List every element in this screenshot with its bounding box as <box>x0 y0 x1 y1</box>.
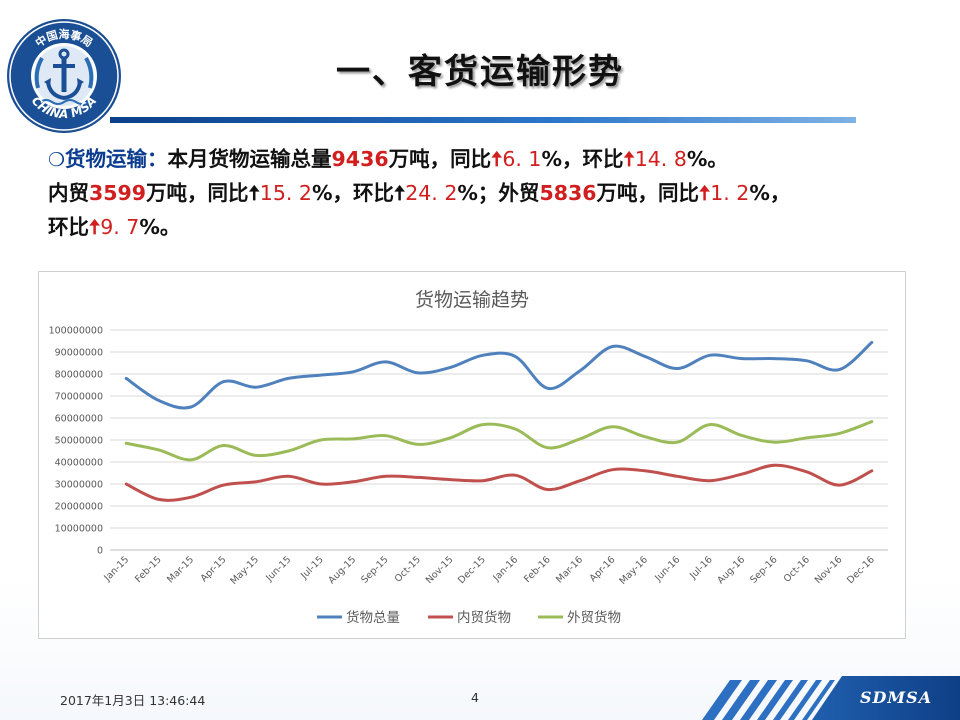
x-tick-label: Jul-16 <box>687 554 715 582</box>
footer-date: 2017年1月3日 13:46:44 <box>60 693 206 708</box>
summary-text: %，环比 <box>541 147 624 171</box>
svg-text:中国海事局: 中国海事局 <box>33 27 95 50</box>
x-tick-label: Jun-16 <box>652 554 682 584</box>
summary-text: %， <box>749 181 791 205</box>
total-yoy-value: 6. 1 <box>502 147 542 171</box>
y-tick-label: 0 <box>97 546 103 557</box>
y-tick-label: 20000000 <box>55 502 103 513</box>
x-tick-label: Aug-16 <box>715 554 747 586</box>
x-tick-label: Nov-15 <box>424 554 456 586</box>
up-arrow-icon: 🠅 <box>394 181 406 205</box>
x-tick-label: May-16 <box>617 554 650 587</box>
china-msa-logo: 中国海事局 CHINA MSA <box>7 19 121 133</box>
bullet-icon: ❍ <box>48 149 66 171</box>
summary-text: 万吨，同比 <box>146 181 249 205</box>
x-tick-label: Dec-15 <box>456 554 488 586</box>
y-tick-label: 90000000 <box>55 348 103 359</box>
y-tick-label: 80000000 <box>55 370 103 381</box>
x-tick-label: Mar-16 <box>554 554 585 585</box>
x-tick-label: Apr-16 <box>588 554 618 584</box>
series-line-1 <box>124 340 874 410</box>
up-arrow-icon: 🠅 <box>491 147 503 171</box>
y-tick-label: 50000000 <box>55 436 103 447</box>
summary-text: 本月货物运输总量 <box>167 147 332 171</box>
x-tick-label: Oct-16 <box>782 554 812 584</box>
x-tick-label: Jun-15 <box>263 554 293 584</box>
foreign-mom-value: 9. 7 <box>100 215 140 239</box>
up-arrow-icon: 🠅 <box>248 181 260 205</box>
up-arrow-icon: 🠅 <box>623 147 635 171</box>
footer-brand: SDMSA <box>860 688 933 707</box>
summary-text: 环比 <box>48 215 89 239</box>
x-tick-label: Feb-16 <box>522 554 553 585</box>
logo-top-text: 中国海事局 <box>33 27 95 50</box>
summary-paragraph: ❍货物运输：本月货物运输总量9436万吨，同比🠅6. 1%，环比🠅14. 8%。… <box>48 142 943 244</box>
x-tick-label: Jan-16 <box>491 554 521 584</box>
y-tick-label: 30000000 <box>55 480 103 491</box>
series-line-3 <box>124 420 874 462</box>
foreign-volume-value: 5836 <box>539 181 597 205</box>
summary-heading: 货物运输： <box>65 147 168 171</box>
foreign-yoy-value: 1. 2 <box>710 181 750 205</box>
legend-label: 货物总量 <box>346 609 400 626</box>
total-volume-value: 9436 <box>331 147 389 171</box>
footer-band <box>702 676 960 720</box>
y-tick-label: 70000000 <box>55 392 103 403</box>
summary-text: 万吨，同比 <box>596 181 700 205</box>
y-tick-label: 40000000 <box>55 458 103 469</box>
x-tick-label: Aug-15 <box>326 554 358 586</box>
x-tick-label: Jul-15 <box>298 554 326 582</box>
x-tick-label: Sep-15 <box>359 554 390 585</box>
x-tick-label: Nov-16 <box>813 554 845 586</box>
x-tick-label: Oct-15 <box>393 554 423 584</box>
legend-label: 外贸货物 <box>567 609 621 626</box>
up-arrow-icon: 🠅 <box>89 215 101 239</box>
total-mom-value: 14. 8 <box>634 147 687 171</box>
summary-line-3: 环比🠅9. 7%。 <box>48 210 943 244</box>
x-tick-label: Mar-15 <box>165 554 196 585</box>
summary-text: %；外贸 <box>457 181 540 205</box>
domestic-yoy-value: 15. 2 <box>259 181 312 205</box>
x-tick-label: Feb-15 <box>133 554 164 585</box>
x-tick-label: Apr-15 <box>199 554 229 584</box>
slide-title: 一、客货运输形势 <box>336 52 624 92</box>
y-tick-label: 10000000 <box>55 524 103 535</box>
y-tick-label: 60000000 <box>55 414 103 425</box>
domestic-mom-value: 24. 2 <box>405 181 458 205</box>
x-tick-label: Dec-16 <box>845 554 877 586</box>
summary-line-1: ❍货物运输：本月货物运输总量9436万吨，同比🠅6. 1%，环比🠅14. 8%。 <box>48 142 943 176</box>
summary-text: 万吨，同比 <box>388 147 492 171</box>
summary-text: 内贸 <box>48 181 89 205</box>
summary-text: %。 <box>139 215 181 239</box>
x-tick-label: Sep-16 <box>748 554 779 585</box>
chart-container: 货物运输趋势 0 10000000 20000000 30000000 40000000… <box>38 271 906 639</box>
title-underline <box>110 117 856 123</box>
summary-text: %，环比 <box>311 181 394 205</box>
summary-text: %。 <box>686 147 728 171</box>
page-number: 4 <box>471 690 479 705</box>
domestic-volume-value: 3599 <box>89 181 147 205</box>
chart-title: 货物运输趋势 <box>415 289 529 311</box>
series-line-2 <box>124 463 874 502</box>
x-tick-label: May-15 <box>228 554 261 587</box>
summary-line-2: 内贸3599万吨，同比🠅15. 2%，环比🠅24. 2%；外贸5836万吨，同比… <box>48 176 943 210</box>
x-tick-label: Jan-15 <box>102 554 132 584</box>
up-arrow-icon: 🠅 <box>699 181 711 205</box>
y-tick-label: 100000000 <box>49 326 103 337</box>
line-chart: 货物运输趋势 0 10000000 20000000 30000000 40000000… <box>49 289 888 626</box>
legend-label: 内贸货物 <box>457 609 511 626</box>
